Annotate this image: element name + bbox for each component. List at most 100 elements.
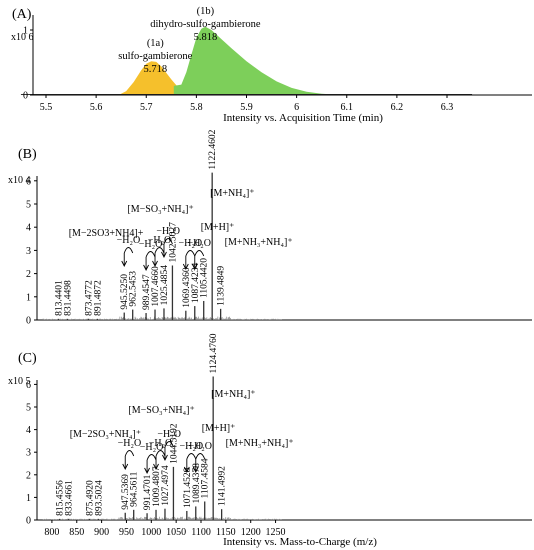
water-loss-arc xyxy=(195,453,206,460)
peak-mz-label: 1122.4602 xyxy=(208,129,218,169)
ion-label: [M+NH₃+NH₄]⁺ xyxy=(225,237,293,248)
peak-area-1b xyxy=(173,26,347,95)
y-tick-label: 5 xyxy=(26,403,31,414)
water-loss-arc xyxy=(146,454,157,461)
water-loss-arrowhead xyxy=(153,463,159,471)
peak-mz-label: 1025.4854 xyxy=(160,265,170,306)
ion-label: [M+NH₄]⁺ xyxy=(210,188,254,199)
water-loss-arrowhead xyxy=(161,251,167,259)
peak-mz-label: 1027.4974 xyxy=(161,465,171,506)
panel-a-letter: (A) xyxy=(12,7,32,22)
water-loss-arrowhead xyxy=(162,454,168,462)
water-loss-arc xyxy=(185,250,196,257)
x-tick-label: 900 xyxy=(94,527,109,538)
y-tick-label: 1 xyxy=(26,292,31,303)
peak-mz-label: 964.5611 xyxy=(130,471,140,507)
peak-mz-label: 1107.4584 xyxy=(201,458,211,498)
y-tick-label: 1 xyxy=(26,493,31,504)
x-tick-label: 1250 xyxy=(266,527,286,538)
peak-mz-label: 833.4661 xyxy=(65,480,75,516)
panel-b-multiplier: x10 4 xyxy=(8,175,31,186)
panel-c-multiplier: x10 5 xyxy=(8,376,31,387)
ion-label: [M+NH₃+NH₄]⁺ xyxy=(226,438,294,449)
y-tick-label: 2 xyxy=(26,470,31,481)
water-loss-arrowhead xyxy=(192,466,199,474)
peak-mz-label: 1069.4360 xyxy=(182,267,192,308)
peak-area-1a xyxy=(118,61,180,95)
x-tick-label: 800 xyxy=(44,527,59,538)
water-loss-arrowhead xyxy=(144,467,150,475)
x-tick-label: 6 xyxy=(294,102,299,113)
peak-annotation: 5.718 xyxy=(143,64,167,75)
water-loss-arc xyxy=(124,450,135,457)
y-tick-label: 4 xyxy=(26,223,31,234)
x-tick-label: 5.8 xyxy=(190,102,203,113)
peak-mz-label: 893.5024 xyxy=(94,480,104,516)
ion-label: [M+H]⁺ xyxy=(202,423,236,434)
y-tick-label: 6 xyxy=(26,176,31,187)
x-tick-label: 5.7 xyxy=(140,102,153,113)
panel-a-x-axis-label: Intensity vs. Acquisition Time (min) xyxy=(223,112,383,124)
ion-label: [M−SO₃+NH₄]⁺ xyxy=(128,405,194,416)
water-loss-label: −H₂O xyxy=(179,238,203,249)
x-tick-label: 5.9 xyxy=(240,102,253,113)
peak-annotation: (1a) xyxy=(147,38,164,49)
peak-mz-label: 875.4920 xyxy=(85,480,95,516)
peak-mz-label: 1139.4849 xyxy=(217,266,227,306)
water-loss-arrowhead xyxy=(122,463,129,471)
x-tick-label: 850 xyxy=(69,527,84,538)
x-tick-label: 6.1 xyxy=(341,102,354,113)
water-loss-label: −H₂O xyxy=(180,441,204,452)
y-tick-label: 3 xyxy=(26,246,31,257)
water-loss-arrowhead xyxy=(121,260,128,268)
water-loss-label: −H₂O xyxy=(156,226,180,237)
water-loss-arc xyxy=(145,251,156,258)
x-tick-label: 6.3 xyxy=(441,102,454,113)
ion-label: [M+H]⁺ xyxy=(201,222,235,233)
peak-mz-label: 1042.5027 xyxy=(168,222,178,263)
y-tick-label: 6 xyxy=(26,380,31,391)
peak-mz-label: 813.4401 xyxy=(55,280,65,316)
peak-mz-label: 1105.4420 xyxy=(200,258,210,298)
y-tick-label: 2 xyxy=(26,269,31,280)
water-loss-arc xyxy=(155,450,166,457)
y-tick-label: 0 xyxy=(26,516,31,527)
peak-mz-label: 891.4872 xyxy=(93,280,103,316)
y-tick-label: 3 xyxy=(26,448,31,459)
peak-mz-label: 815.4556 xyxy=(56,480,66,516)
peak-mz-label: 1044.5192 xyxy=(169,423,179,464)
water-loss-arc xyxy=(164,441,174,448)
water-loss-arc xyxy=(194,250,205,257)
water-loss-arrowhead xyxy=(183,466,190,474)
x-tick-label: 1050 xyxy=(166,527,186,538)
water-loss-arc xyxy=(186,453,197,460)
x-tick-label: 1150 xyxy=(216,527,236,538)
panel-c-letter: (C) xyxy=(18,351,37,366)
panel-a-multiplier: x10 6 xyxy=(11,32,34,43)
ion-label: [M+NH₄]⁺ xyxy=(211,389,255,400)
panel-c: (C) x10 5 Intensity vs. Mass-to-Charge (… xyxy=(8,333,532,548)
x-tick-label: 950 xyxy=(119,527,134,538)
peak-mz-label: 989.4547 xyxy=(142,274,152,310)
peak-mz-label: 947.5369 xyxy=(121,474,131,510)
y-tick-label: 0 xyxy=(26,316,31,327)
peak-mz-label: 1009.4807 xyxy=(152,466,162,507)
peak-annotation: (1b) xyxy=(197,6,215,17)
y-tick-label: 4 xyxy=(26,425,31,436)
peak-mz-label: 991.4701 xyxy=(143,474,153,510)
ion-label: [M−2SO3+NH4]+ xyxy=(69,228,144,239)
panel-c-x-axis-label: Intensity vs. Mass-to-Charge (m/z) xyxy=(223,536,377,548)
x-tick-label: 6.2 xyxy=(391,102,404,113)
peak-annotation: 5.818 xyxy=(194,32,218,43)
water-loss-label: −H₂O xyxy=(117,235,141,246)
x-tick-label: 1200 xyxy=(241,527,261,538)
y-tick-label: 1 xyxy=(23,26,28,37)
water-loss-arc xyxy=(123,247,134,254)
panel-b-letter: (B) xyxy=(18,147,37,162)
x-tick-label: 5.6 xyxy=(90,102,103,113)
peak-mz-label: 1071.4528 xyxy=(183,467,193,508)
peak-annotation: dihydro-sulfo-gambierone xyxy=(150,19,261,30)
water-loss-arc xyxy=(154,247,165,254)
